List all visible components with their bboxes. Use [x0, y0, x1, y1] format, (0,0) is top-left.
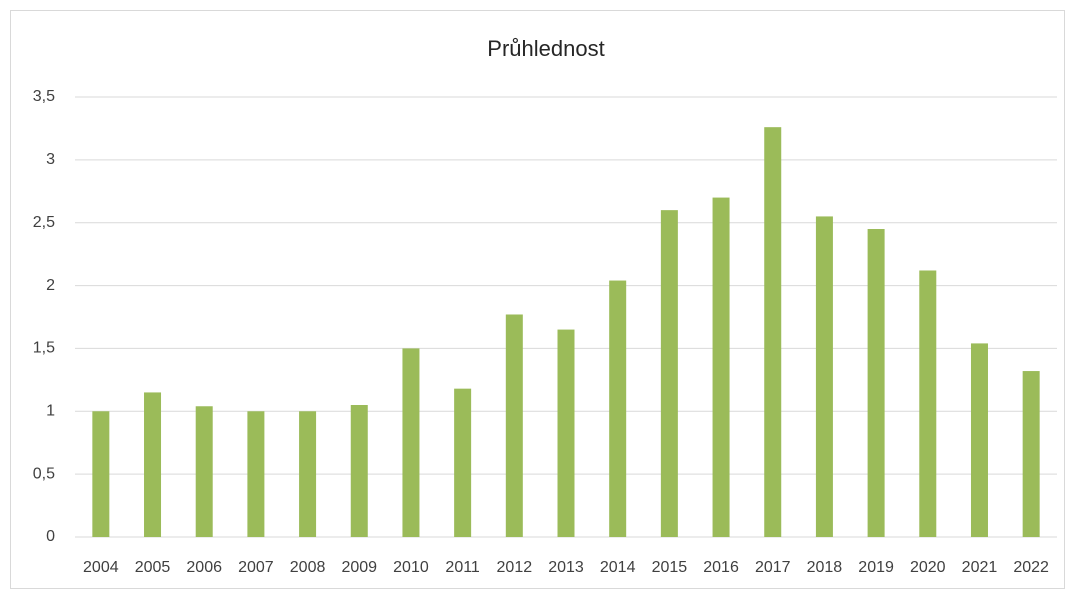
y-tick-label: 0 — [46, 528, 55, 545]
x-tick-label: 2006 — [186, 559, 222, 576]
x-tick-label: 2015 — [652, 559, 688, 576]
y-tick-label: 2,5 — [33, 214, 55, 231]
x-tick-label: 2022 — [1013, 559, 1049, 576]
y-tick-label: 0,5 — [33, 465, 55, 482]
x-tick-label: 2019 — [858, 559, 894, 576]
bar — [557, 329, 575, 537]
x-tick-label: 2005 — [135, 559, 171, 576]
bar — [299, 411, 317, 537]
x-tick-label: 2013 — [548, 559, 584, 576]
y-tick-label: 1,5 — [33, 340, 55, 357]
bar — [867, 229, 885, 537]
bar — [195, 406, 213, 537]
bar — [247, 411, 265, 537]
bar — [1022, 371, 1040, 537]
x-tick-label: 2008 — [290, 559, 326, 576]
bar — [815, 216, 833, 537]
bar — [92, 411, 110, 537]
bar — [970, 343, 988, 537]
bar — [712, 197, 730, 538]
bar — [402, 348, 420, 537]
x-tick-label: 2017 — [755, 559, 791, 576]
chart-frame — [10, 10, 1065, 589]
bar — [764, 127, 782, 538]
x-tick-label: 2018 — [807, 559, 843, 576]
x-tick-label: 2010 — [393, 559, 429, 576]
x-tick-label: 2021 — [962, 559, 998, 576]
x-tick-label: 2009 — [341, 559, 377, 576]
x-tick-label: 2007 — [238, 559, 274, 576]
y-tick-label: 2 — [46, 277, 55, 294]
bar — [919, 270, 937, 537]
chart-title: Průhlednost — [487, 36, 604, 61]
x-tick-label: 2012 — [497, 559, 533, 576]
x-tick-label: 2004 — [83, 559, 119, 576]
x-tick-label: 2014 — [600, 559, 636, 576]
bar — [505, 314, 523, 537]
bar — [454, 388, 472, 537]
x-tick-label: 2020 — [910, 559, 946, 576]
x-tick-label: 2011 — [445, 559, 480, 576]
bar — [660, 210, 678, 537]
bar — [609, 280, 627, 537]
y-tick-label: 3 — [46, 151, 55, 168]
bar — [144, 392, 162, 537]
y-tick-label: 1 — [46, 403, 55, 420]
bar — [350, 405, 368, 537]
x-tick-label: 2016 — [703, 559, 739, 576]
y-tick-label: 3,5 — [33, 88, 55, 105]
